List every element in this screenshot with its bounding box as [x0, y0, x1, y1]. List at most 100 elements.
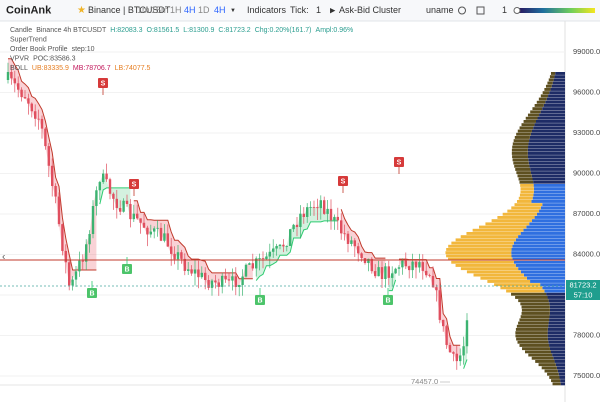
- profile-bar-ask: [517, 200, 532, 203]
- symbol[interactable]: Binance | BTCUSDT: [88, 5, 171, 15]
- profile-bar-bid: [547, 334, 565, 338]
- profile-bar-ask: [547, 81, 553, 85]
- heat-handle[interactable]: [513, 7, 521, 14]
- profile-bar-ask: [550, 72, 556, 75]
- profile-bar-bid: [539, 113, 565, 117]
- candle-body: [47, 146, 50, 166]
- profile-bar-ask: [521, 123, 535, 127]
- legend-item: POC:83586.3: [33, 55, 76, 62]
- profile-bar-ask: [480, 276, 527, 280]
- profile-bar-ask: [518, 321, 549, 325]
- cluster-arrow[interactable]: ▶: [330, 7, 336, 14]
- profile-bar-bid: [547, 337, 565, 341]
- candle-body: [255, 258, 258, 269]
- interval-option[interactable]: 15m: [151, 5, 169, 15]
- profile-bar-bid: [560, 379, 565, 383]
- profile-bar-bid: [555, 363, 565, 367]
- price-axis: 99000.0 96000.0 93000.0 90000.0 87000.0 84000…: [573, 47, 600, 380]
- profile-bar-ask: [538, 363, 556, 367]
- user[interactable]: uname: [426, 5, 454, 15]
- candle-body: [221, 275, 224, 287]
- profile-bar-bid: [534, 216, 565, 219]
- signal-box: [255, 295, 265, 305]
- candle-body: [119, 207, 122, 212]
- legend-line: BOLL UB:83335.9 MB:78706.7 LB:74077.5: [10, 65, 151, 72]
- profile-bar-bid: [523, 228, 565, 232]
- profile-bar-ask: [506, 289, 545, 293]
- trend-line: [388, 279, 397, 292]
- candle-body: [122, 200, 125, 212]
- indicators-button[interactable]: Indicators: [247, 5, 287, 15]
- candle-body: [136, 213, 139, 219]
- profile-bar-ask: [552, 382, 561, 386]
- candle-body: [98, 182, 101, 191]
- interval-option[interactable]: 1m: [137, 5, 150, 15]
- candle-body: [452, 352, 455, 354]
- price-label: 84000.0: [573, 249, 600, 258]
- profile-bar-ask: [522, 347, 550, 351]
- price-label: 96000.0: [573, 87, 600, 96]
- profile-bar-ask: [451, 260, 514, 264]
- candle-body: [241, 276, 244, 285]
- profile-bar-ask: [549, 376, 560, 379]
- candle-body: [418, 262, 421, 268]
- profile-bar-bid: [528, 142, 565, 146]
- heat-scale[interactable]: [515, 8, 595, 13]
- candle-body: [319, 200, 322, 209]
- profile-bar-ask: [536, 100, 546, 104]
- candle-body: [163, 233, 166, 241]
- eye-icon[interactable]: [458, 6, 466, 15]
- legend-item: O:81561.5: [147, 27, 180, 34]
- logo[interactable]: CoinAnk: [6, 4, 52, 16]
- trend-line: [133, 200, 253, 280]
- profile-bar-ask: [512, 142, 529, 146]
- profile-bar-bid: [549, 315, 565, 319]
- legend-line: Order Book Profile step:10: [10, 46, 95, 53]
- interval-option[interactable]: 1D: [198, 5, 210, 15]
- profile-bar-bid: [542, 107, 565, 111]
- scroll-left[interactable]: ‹: [2, 252, 5, 263]
- dropdown-arrow[interactable]: ▼: [230, 8, 236, 14]
- interval-option[interactable]: 4H: [184, 5, 196, 15]
- candle-body: [40, 118, 44, 129]
- profile-bar-bid: [528, 145, 565, 149]
- tick-value[interactable]: 1: [316, 5, 321, 15]
- cluster-select[interactable]: Ask-Bid Cluster: [339, 5, 401, 15]
- profile-bar-bid: [549, 302, 565, 306]
- profile-bar-ask: [473, 273, 524, 277]
- profile-bar-ask: [511, 152, 528, 155]
- candle-body: [146, 227, 149, 235]
- trend-fill: [99, 173, 131, 220]
- candle-body: [329, 208, 333, 221]
- profile-bar-ask: [497, 216, 535, 219]
- star-icon[interactable]: ★: [77, 5, 86, 16]
- interval-option[interactable]: 1H: [170, 5, 182, 15]
- profile-bar-ask: [521, 308, 550, 312]
- count[interactable]: 1: [502, 5, 507, 15]
- profile-bar-bid: [540, 110, 565, 114]
- profile-bar-bid: [533, 126, 565, 130]
- legend-item: MB:78706.7: [73, 65, 111, 72]
- candle-body: [37, 118, 40, 120]
- candle-body: [187, 269, 190, 271]
- legend-item: step:10: [72, 46, 95, 53]
- candles: [6, 62, 469, 370]
- profile-bar-bid: [533, 184, 565, 187]
- grid-icon[interactable]: [476, 6, 485, 15]
- candle-body: [340, 220, 343, 234]
- candle-body: [54, 185, 57, 197]
- interval-select[interactable]: 4H: [214, 5, 226, 15]
- profile-bar-bid: [544, 289, 565, 293]
- candle-body: [108, 179, 112, 194]
- legend-line: SuperTrend: [10, 36, 47, 43]
- profile-bar-ask: [516, 324, 549, 328]
- profile-bar-bid: [549, 312, 565, 315]
- candle-body: [125, 200, 129, 205]
- candle-body: [302, 213, 305, 217]
- profile-bar-bid: [518, 267, 565, 271]
- signal-label: B: [385, 297, 390, 304]
- profile-bar-bid: [549, 318, 565, 322]
- profile-bar-ask: [517, 340, 549, 344]
- profile-bar-ask: [517, 129, 532, 133]
